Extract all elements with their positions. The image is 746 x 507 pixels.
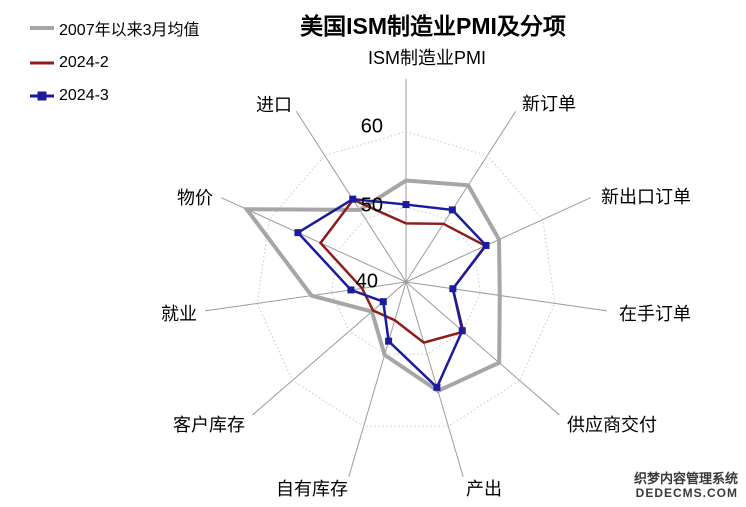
axis-label-backlog-orders: 在手订单 (619, 304, 691, 324)
series-marker-2024-3 (449, 285, 457, 293)
radar-spoke (348, 281, 407, 477)
tick-label-60: 60 (360, 115, 383, 138)
radar-spoke (405, 197, 591, 283)
radar-spoke (405, 110, 517, 283)
legend-item-2024-3: 2024-3 (30, 87, 109, 105)
series-marker-2024-3 (482, 241, 490, 249)
watermark-line-1: 织梦内容管理系统 (633, 471, 738, 486)
legend-label: 2024-3 (59, 87, 109, 104)
axis-label-production: 产出 (466, 479, 502, 499)
radar-spoke (252, 281, 407, 416)
series-marker-2024-3 (433, 383, 441, 391)
series-line-2024-3 (295, 197, 488, 390)
radar-gridline-ring (256, 131, 556, 427)
tick-label-40: 40 (355, 270, 378, 293)
watermark-line-2: DEDECMS.COM (635, 486, 738, 500)
axis-label-imports: 进口 (256, 95, 292, 115)
series-marker-2024-3 (448, 206, 456, 214)
dedecms-watermark: 织梦内容管理系统 DEDECMS.COM (634, 471, 738, 501)
series-marker-2024-3 (379, 298, 387, 306)
radar-spoke (405, 281, 464, 477)
axis-label-customer-inventories: 客户库存 (173, 415, 245, 435)
axis-label-new-orders: 新订单 (522, 94, 576, 114)
chart-title: 美国ISM制造业PMI及分项 (300, 13, 566, 39)
legend-label: 2007年以来3月均值 (59, 22, 200, 39)
axis-label-own-inventories: 自有库存 (276, 479, 348, 499)
axis-label-employment: 就业 (161, 304, 197, 324)
legend-item-average: 2007年以来3月均值 (30, 16, 200, 40)
legend-item-2024-2: 2024-2 (30, 54, 109, 72)
series-marker-2024-3 (402, 201, 410, 209)
axis-label-ism-pmi: ISM制造业PMI (367, 48, 487, 68)
tick-label-50: 50 (360, 194, 383, 217)
radar-spoke (405, 281, 560, 416)
axis-label-supplier-delivery: 供应商交付 (567, 415, 657, 435)
series-marker-2024-3 (385, 337, 393, 345)
series-marker-2024-3 (294, 229, 302, 237)
legend-label: 2024-2 (59, 54, 109, 71)
radar-spoke (405, 281, 608, 312)
axis-label-prices: 物价 (177, 188, 213, 208)
series-marker-2024-3 (458, 327, 466, 335)
axis-label-new-export-orders: 新出口订单 (601, 187, 691, 207)
